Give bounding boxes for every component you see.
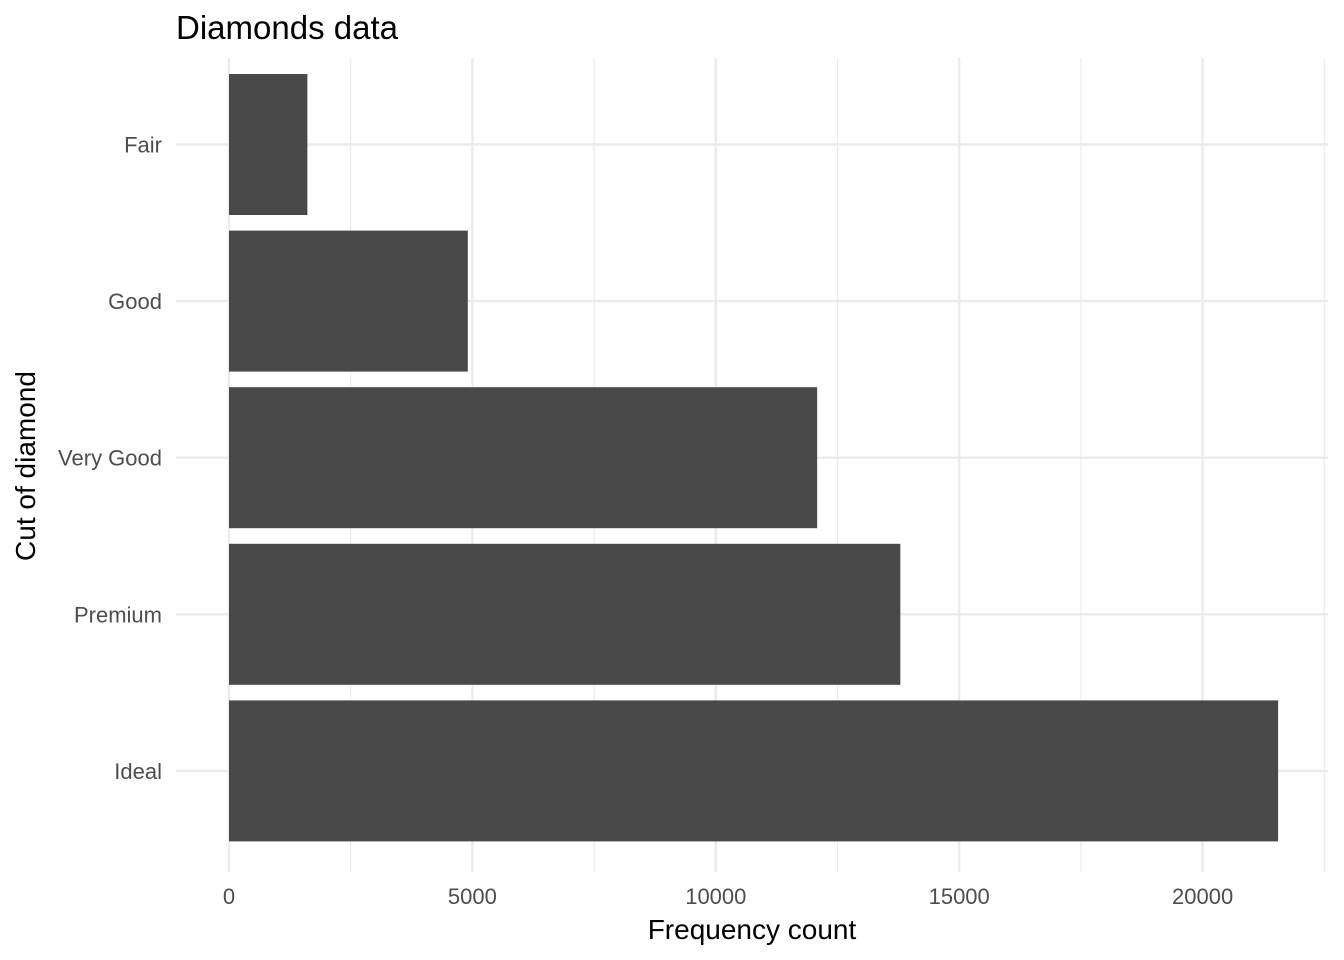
y-axis-title: Cut of diamond	[10, 371, 41, 561]
y-tick-label: Premium	[74, 602, 162, 627]
bar-fair	[229, 74, 308, 215]
y-tick-label: Ideal	[114, 759, 162, 784]
y-tick-labels: Fair Good Very Good Premium Ideal	[58, 133, 162, 784]
y-tick-label: Good	[108, 289, 162, 314]
chart-title: Diamonds data	[176, 9, 399, 46]
bar-ideal	[229, 700, 1279, 842]
bar-very-good	[229, 387, 818, 529]
x-tick-label: 0	[223, 884, 235, 909]
x-tick-label: 10000	[685, 884, 746, 909]
x-tick-label: 20000	[1172, 884, 1233, 909]
x-axis-title: Frequency count	[648, 914, 857, 945]
bar-premium	[229, 543, 901, 685]
x-tick-labels: 0 5000 10000 15000 20000	[223, 884, 1233, 909]
x-tick-label: 15000	[929, 884, 990, 909]
x-tick-label: 5000	[448, 884, 497, 909]
bar-good	[229, 230, 468, 372]
bars	[229, 74, 1279, 842]
y-tick-label: Very Good	[58, 446, 162, 471]
y-tick-label: Fair	[124, 133, 162, 158]
